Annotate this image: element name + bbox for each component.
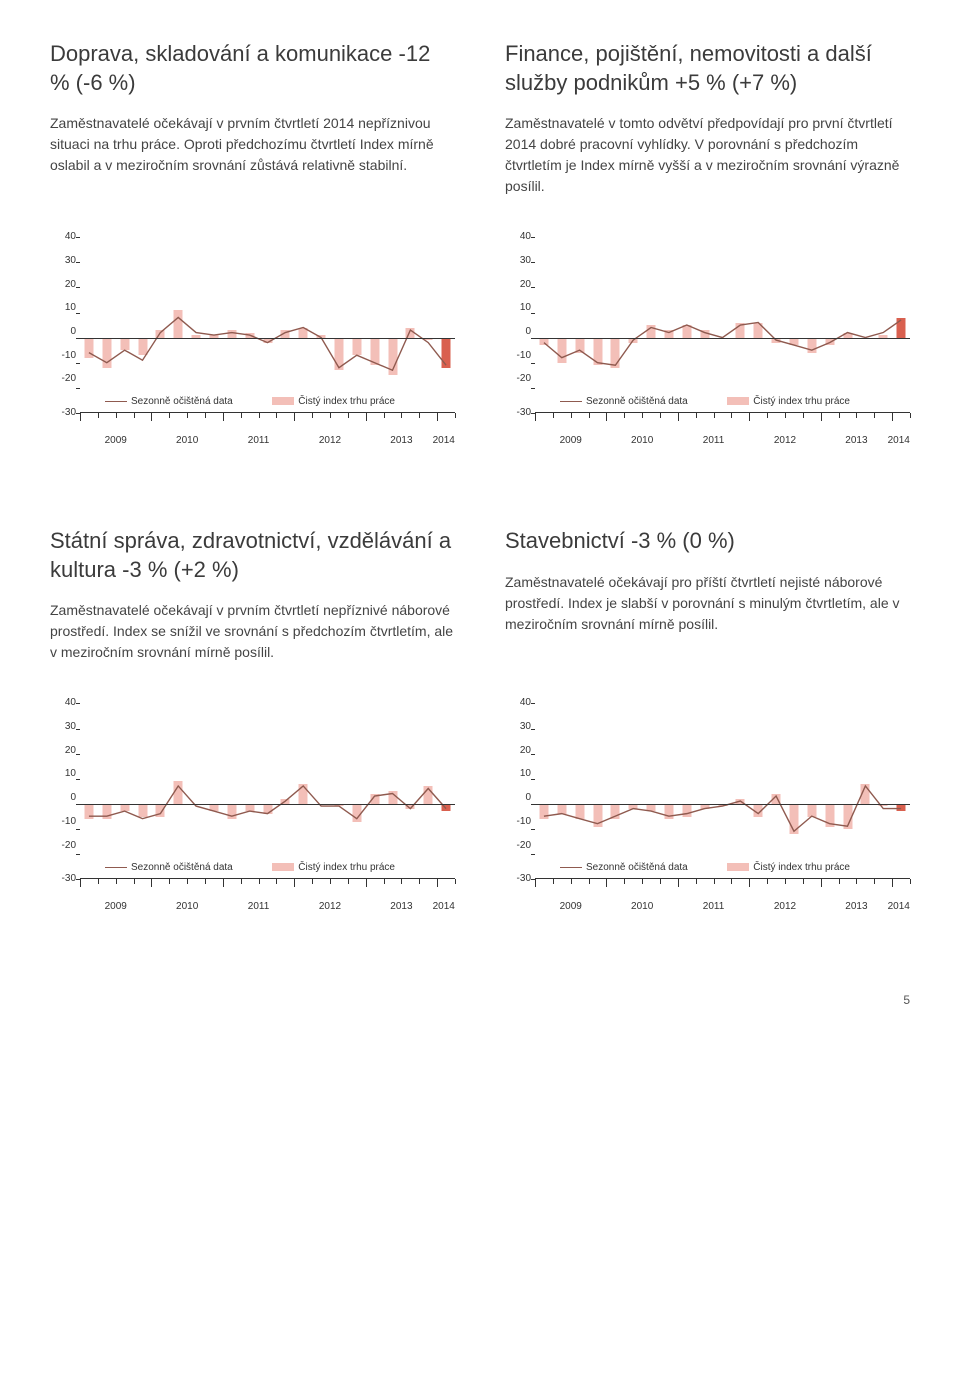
y-axis-labels: 403020100-10-20-30 bbox=[50, 703, 76, 879]
chart-statni-sprava: 403020100-10-20-302009201020112012201320… bbox=[50, 703, 455, 903]
section-row-2: Státní správa, zdravotnictví, vzdělávání… bbox=[50, 527, 910, 663]
legend-line: Sezonně očištěná data bbox=[105, 396, 233, 407]
legend-bar: Čistý index trhu práce bbox=[727, 396, 850, 407]
section-title: Státní správa, zdravotnictví, vzdělávání… bbox=[50, 527, 455, 584]
section-block: Státní správa, zdravotnictví, vzdělávání… bbox=[50, 527, 455, 663]
plot-area bbox=[80, 237, 455, 413]
line-series bbox=[535, 237, 910, 413]
section-block: Doprava, skladování a komunikace -12 % (… bbox=[50, 40, 455, 197]
section-block: Finance, pojištění, nemovitosti a další … bbox=[505, 40, 910, 197]
plot-area bbox=[80, 703, 455, 879]
chart-doprava: 403020100-10-20-302009201020112012201320… bbox=[50, 237, 455, 437]
line-series bbox=[80, 237, 455, 413]
section-body: Zaměstnavatelé očekávají v prvním čtvrtl… bbox=[50, 113, 455, 176]
legend-bar: Čistý index trhu práce bbox=[272, 396, 395, 407]
section-title: Doprava, skladování a komunikace -12 % (… bbox=[50, 40, 455, 97]
y-axis-labels: 403020100-10-20-30 bbox=[505, 703, 531, 879]
line-series bbox=[535, 703, 910, 879]
plot-area bbox=[535, 703, 910, 879]
charts-row-1: 403020100-10-20-302009201020112012201320… bbox=[50, 237, 910, 437]
section-body: Zaměstnavatelé v tomto odvětví předpovíd… bbox=[505, 113, 910, 197]
legend-line: Sezonně očištěná data bbox=[105, 862, 233, 873]
section-block: Stavebnictví -3 % (0 %) Zaměstnavatelé o… bbox=[505, 527, 910, 663]
chart-stavebnictvi: 403020100-10-20-302009201020112012201320… bbox=[505, 703, 910, 903]
y-axis-labels: 403020100-10-20-30 bbox=[505, 237, 531, 413]
legend-bar: Čistý index trhu práce bbox=[272, 862, 395, 873]
plot-area bbox=[535, 237, 910, 413]
section-title: Stavebnictví -3 % (0 %) bbox=[505, 527, 910, 556]
legend-line: Sezonně očištěná data bbox=[560, 396, 688, 407]
chart-finance: 403020100-10-20-302009201020112012201320… bbox=[505, 237, 910, 437]
y-axis-labels: 403020100-10-20-30 bbox=[50, 237, 76, 413]
section-body: Zaměstnavatelé očekávají pro příští čtvr… bbox=[505, 572, 910, 635]
charts-row-2: 403020100-10-20-302009201020112012201320… bbox=[50, 703, 910, 903]
legend-bar: Čistý index trhu práce bbox=[727, 862, 850, 873]
section-body: Zaměstnavatelé očekávají v prvním čtvrtl… bbox=[50, 600, 455, 663]
section-row-1: Doprava, skladování a komunikace -12 % (… bbox=[50, 40, 910, 197]
legend-line: Sezonně očištěná data bbox=[560, 862, 688, 873]
section-title: Finance, pojištění, nemovitosti a další … bbox=[505, 40, 910, 97]
page-number: 5 bbox=[50, 993, 910, 1007]
line-series bbox=[80, 703, 455, 879]
